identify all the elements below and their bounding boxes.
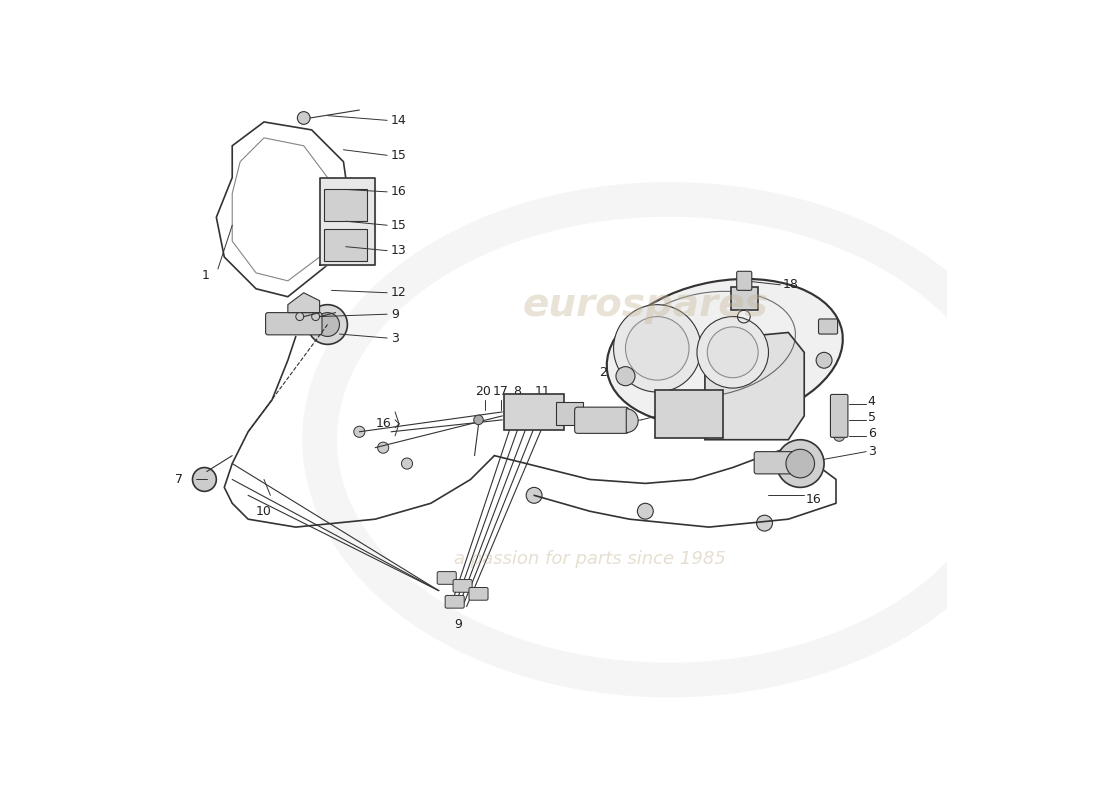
Text: 16: 16	[375, 418, 392, 430]
FancyBboxPatch shape	[732, 287, 758, 310]
FancyBboxPatch shape	[323, 229, 367, 261]
Circle shape	[297, 112, 310, 124]
Text: 16: 16	[392, 186, 407, 198]
Text: 7: 7	[175, 473, 183, 486]
Text: 13: 13	[392, 244, 407, 257]
Circle shape	[614, 305, 701, 392]
Text: 2: 2	[600, 366, 607, 378]
Polygon shape	[320, 178, 375, 265]
Text: 3: 3	[868, 445, 876, 458]
FancyBboxPatch shape	[830, 394, 848, 438]
Text: 15: 15	[392, 218, 407, 232]
Circle shape	[834, 430, 845, 442]
Circle shape	[308, 305, 348, 344]
Text: 18: 18	[783, 278, 799, 291]
Circle shape	[526, 487, 542, 503]
Text: 19: 19	[604, 415, 620, 428]
Circle shape	[296, 313, 304, 321]
Text: 9: 9	[392, 308, 399, 321]
Text: 12: 12	[392, 286, 407, 299]
Text: 20: 20	[475, 386, 492, 398]
Circle shape	[626, 317, 689, 380]
FancyBboxPatch shape	[469, 587, 488, 600]
Text: 9: 9	[454, 618, 463, 631]
Text: 16: 16	[806, 493, 822, 506]
FancyBboxPatch shape	[557, 402, 583, 426]
Text: 15: 15	[392, 149, 407, 162]
Circle shape	[192, 467, 217, 491]
Text: 1: 1	[202, 269, 210, 282]
Circle shape	[637, 503, 653, 519]
Circle shape	[777, 440, 824, 487]
Circle shape	[316, 313, 340, 337]
FancyBboxPatch shape	[654, 390, 723, 438]
FancyBboxPatch shape	[818, 319, 837, 334]
FancyBboxPatch shape	[437, 571, 456, 584]
Polygon shape	[705, 333, 804, 440]
FancyBboxPatch shape	[323, 190, 367, 222]
FancyBboxPatch shape	[504, 394, 564, 430]
Ellipse shape	[607, 279, 843, 426]
Circle shape	[311, 313, 320, 321]
Circle shape	[757, 515, 772, 531]
Text: 17: 17	[493, 386, 508, 398]
Text: 3: 3	[392, 331, 399, 345]
Text: 5: 5	[868, 411, 876, 424]
Circle shape	[785, 450, 814, 478]
Wedge shape	[626, 409, 638, 433]
Text: 10: 10	[256, 505, 272, 518]
Polygon shape	[626, 329, 685, 376]
Text: 6: 6	[868, 427, 876, 440]
Circle shape	[402, 458, 412, 469]
Circle shape	[377, 442, 388, 454]
FancyBboxPatch shape	[265, 313, 322, 335]
FancyBboxPatch shape	[574, 407, 629, 434]
FancyBboxPatch shape	[755, 452, 799, 474]
FancyBboxPatch shape	[446, 595, 464, 608]
FancyBboxPatch shape	[453, 579, 472, 592]
Text: 14: 14	[392, 114, 407, 127]
Text: 8: 8	[513, 386, 520, 398]
Text: 4: 4	[868, 395, 876, 408]
Circle shape	[616, 366, 635, 386]
Circle shape	[707, 327, 758, 378]
Text: 11: 11	[535, 386, 550, 398]
Polygon shape	[288, 293, 320, 313]
Circle shape	[474, 415, 483, 425]
Text: a passion for parts since 1985: a passion for parts since 1985	[454, 550, 726, 568]
Circle shape	[816, 352, 832, 368]
Circle shape	[354, 426, 365, 438]
Text: eurospares: eurospares	[522, 286, 768, 324]
Circle shape	[697, 317, 769, 388]
FancyBboxPatch shape	[737, 271, 751, 290]
